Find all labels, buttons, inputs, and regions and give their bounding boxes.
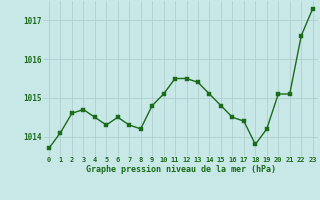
X-axis label: Graphe pression niveau de la mer (hPa): Graphe pression niveau de la mer (hPa) bbox=[86, 165, 276, 174]
